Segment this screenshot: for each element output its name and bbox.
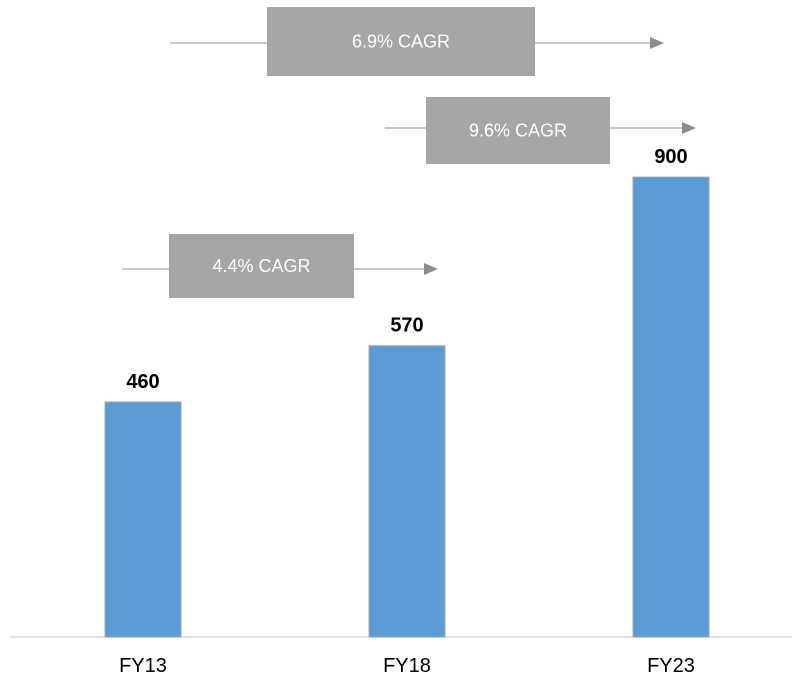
- cagr-label-text: 6.9% CAGR: [352, 32, 450, 52]
- x-tick-label-fy23: FY23: [647, 655, 695, 677]
- bar-fy23: [632, 176, 710, 638]
- cagr-label-text: 9.6% CAGR: [469, 121, 567, 141]
- cagr-annotation-3: 6.9% CAGR: [170, 7, 664, 76]
- value-labels-group: 460 570 900: [126, 146, 687, 393]
- arrow-head-icon: [682, 122, 696, 134]
- cagr-label-text: 4.4% CAGR: [212, 256, 310, 276]
- data-label-fy23: 900: [654, 146, 687, 168]
- bar-fy18: [368, 345, 446, 638]
- cagr-annotations-group: 4.4% CAGR 9.6% CAGR 6.9% CAGR: [122, 7, 696, 298]
- x-tick-labels-group: FY13 FY18 FY23: [119, 655, 695, 677]
- arrow-head-icon: [650, 37, 664, 49]
- bar-fy13: [104, 401, 182, 638]
- cagr-annotation-1: 4.4% CAGR: [122, 234, 438, 298]
- cagr-label-box: [267, 7, 535, 76]
- arrow-head-icon: [424, 263, 438, 275]
- x-tick-label-fy18: FY18: [383, 655, 431, 677]
- cagr-annotation-2: 9.6% CAGR: [385, 97, 696, 164]
- data-label-fy13: 460: [126, 371, 159, 393]
- cagr-label-box: [426, 97, 610, 164]
- cagr-label-box: [169, 234, 354, 298]
- x-tick-label-fy13: FY13: [119, 655, 167, 677]
- data-label-fy18: 570: [390, 315, 423, 337]
- bars-group: [104, 176, 710, 638]
